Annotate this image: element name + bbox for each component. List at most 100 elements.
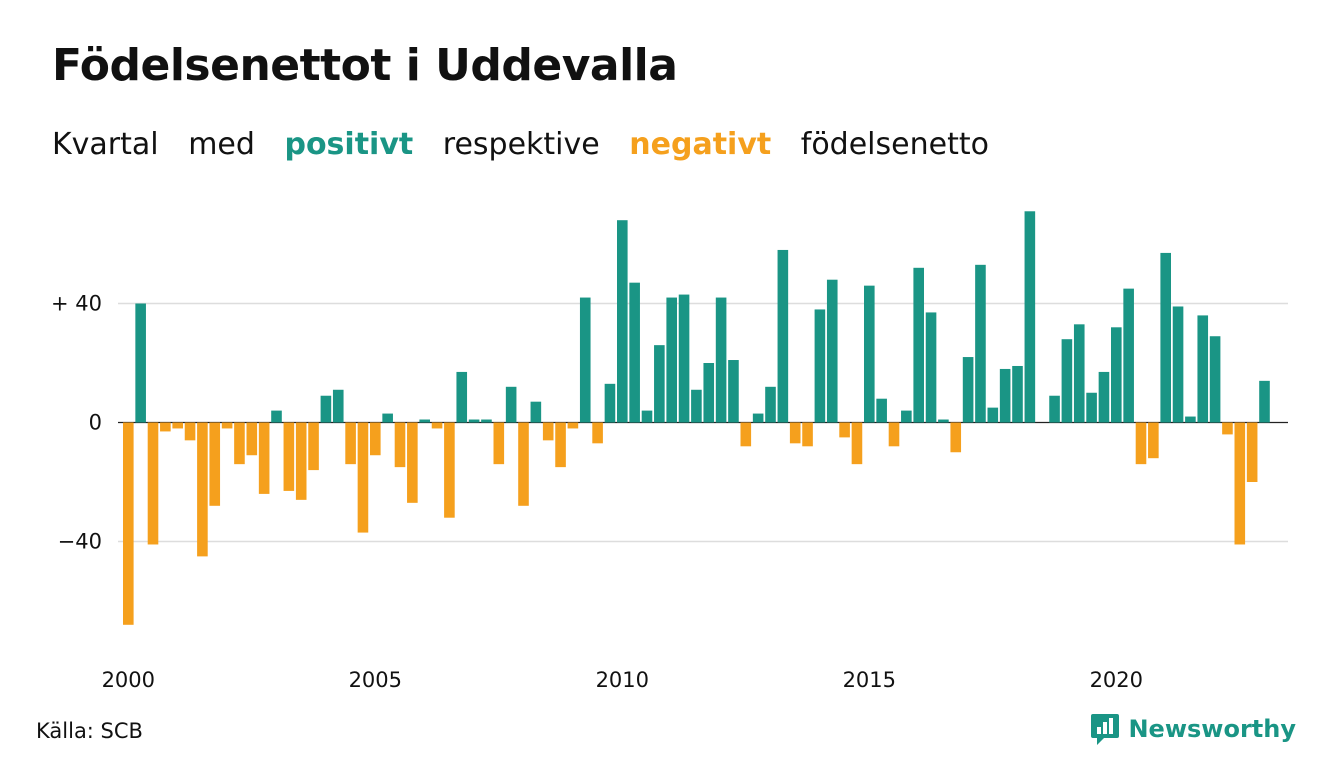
- bar-2015K4: [901, 410, 912, 423]
- bar-2010K1: [617, 220, 628, 423]
- bar-2013K3: [789, 422, 801, 444]
- y-tick-label: −40: [58, 530, 102, 554]
- bar-2010K3: [641, 410, 653, 423]
- bar-2015K3: [888, 422, 900, 447]
- bar-2016K4: [950, 422, 962, 453]
- logo-text: Newsworthy: [1128, 715, 1296, 743]
- bar-2011K2: [678, 294, 690, 423]
- chart-title: Födelsenettot i Uddevalla: [52, 40, 678, 91]
- bar-2009K3: [592, 422, 603, 444]
- bar-2007K3: [493, 422, 505, 465]
- bar-2009K1: [567, 422, 579, 429]
- subtitle-part-kvartal: Kvartal: [52, 127, 159, 162]
- bar-2012K1: [715, 297, 727, 423]
- bar-2018K4: [1049, 395, 1060, 423]
- x-tick-label: 2005: [349, 668, 402, 692]
- bar-2004K1: [320, 395, 332, 423]
- bar-2001K3: [197, 422, 208, 557]
- bar-2012K2: [728, 360, 739, 423]
- bar-2013K4: [802, 422, 813, 447]
- bar-2017K1: [962, 357, 974, 423]
- source-label: Källa: SCB: [36, 719, 143, 743]
- bar-2019K3: [1086, 392, 1097, 423]
- bar-2020K3: [1135, 422, 1147, 465]
- bar-2000K3: [147, 422, 159, 545]
- y-tick-label: + 40: [51, 292, 102, 316]
- bar-chart: + 40 0 −40 2000 2005 2010 2015 2020: [51, 211, 1288, 692]
- bar-2006K1: [419, 419, 430, 423]
- bar-2018K1: [1012, 365, 1023, 423]
- bar-2000K2: [135, 303, 146, 423]
- bar-2019K2: [1073, 324, 1085, 423]
- bar-2013K2: [777, 249, 789, 423]
- bar-2010K2: [629, 282, 640, 423]
- bar-2000K1: [123, 422, 134, 625]
- bar-2018K2: [1024, 211, 1036, 423]
- newsworthy-logo: Newsworthy: [1090, 712, 1296, 746]
- bar-2003K1: [271, 410, 282, 423]
- bar-2022K2: [1222, 422, 1233, 435]
- bar-2001K4: [209, 422, 221, 506]
- bar-2014K4: [851, 422, 863, 465]
- bar-2016K3: [938, 419, 949, 423]
- bar-2022K1: [1209, 336, 1221, 423]
- bar-2006K4: [456, 371, 468, 423]
- bar-2002K4: [258, 422, 270, 494]
- bar-2015K2: [876, 398, 887, 423]
- bar-2001K2: [184, 422, 196, 441]
- bar-2021K4: [1197, 315, 1209, 423]
- bar-2004K3: [345, 422, 356, 465]
- bar-2014K2: [826, 279, 838, 423]
- chart-subtitle: Kvartal med positivt respektive negativt…: [52, 127, 1009, 162]
- bar-2006K3: [444, 422, 455, 518]
- bar-2007K4: [505, 386, 517, 423]
- bar-2011K4: [703, 363, 715, 423]
- x-tick-label: 2015: [843, 668, 896, 692]
- bar-2003K3: [295, 422, 307, 500]
- subtitle-part-respektive: respektive: [442, 127, 600, 162]
- bar-2021K3: [1185, 416, 1196, 423]
- bar-2003K2: [283, 422, 295, 491]
- bar-chart-speech-icon: [1091, 714, 1120, 745]
- bar-2023K1: [1259, 380, 1270, 423]
- bar-2007K2: [481, 419, 492, 423]
- bar-2020K2: [1123, 288, 1134, 423]
- subtitle-part-fodelsenetto: födelsenetto: [800, 127, 989, 162]
- bar-2005K2: [382, 413, 393, 423]
- bar-2012K4: [752, 413, 764, 423]
- x-tick-label: 2000: [102, 668, 155, 692]
- bar-2010K4: [654, 345, 665, 423]
- bar-2022K3: [1234, 422, 1246, 545]
- bar-2012K3: [740, 422, 752, 447]
- x-tick-label: 2010: [596, 668, 649, 692]
- bar-2017K4: [999, 368, 1011, 423]
- bar-2014K3: [839, 422, 850, 438]
- bar-2009K2: [579, 297, 591, 423]
- bar-2019K1: [1061, 339, 1073, 423]
- bar-2013K1: [765, 386, 776, 423]
- bar-2005K1: [370, 422, 381, 456]
- bar-2006K2: [431, 422, 443, 429]
- bar-2007K1: [468, 419, 480, 423]
- y-tick-label: 0: [89, 411, 102, 435]
- bar-2011K1: [666, 297, 677, 423]
- bar-2020K4: [1148, 422, 1159, 459]
- bar-2016K1: [913, 267, 924, 423]
- bar-2016K2: [925, 312, 937, 423]
- bar-2008K1: [518, 422, 529, 506]
- bar-2002K3: [246, 422, 258, 456]
- bar-2015K1: [864, 285, 875, 423]
- bar-2022K4: [1246, 422, 1258, 482]
- bar-2005K3: [394, 422, 406, 468]
- subtitle-part-med: med: [188, 127, 255, 162]
- bar-2000K4: [160, 422, 171, 432]
- bar-2021K2: [1172, 306, 1184, 423]
- bar-2017K3: [987, 407, 999, 423]
- bar-2001K1: [172, 422, 183, 429]
- bar-2008K4: [555, 422, 566, 468]
- bar-2020K1: [1111, 327, 1122, 423]
- bar-2014K1: [814, 309, 826, 423]
- bar-2004K4: [357, 422, 369, 533]
- bar-2003K4: [308, 422, 319, 471]
- bar-2002K2: [234, 422, 245, 465]
